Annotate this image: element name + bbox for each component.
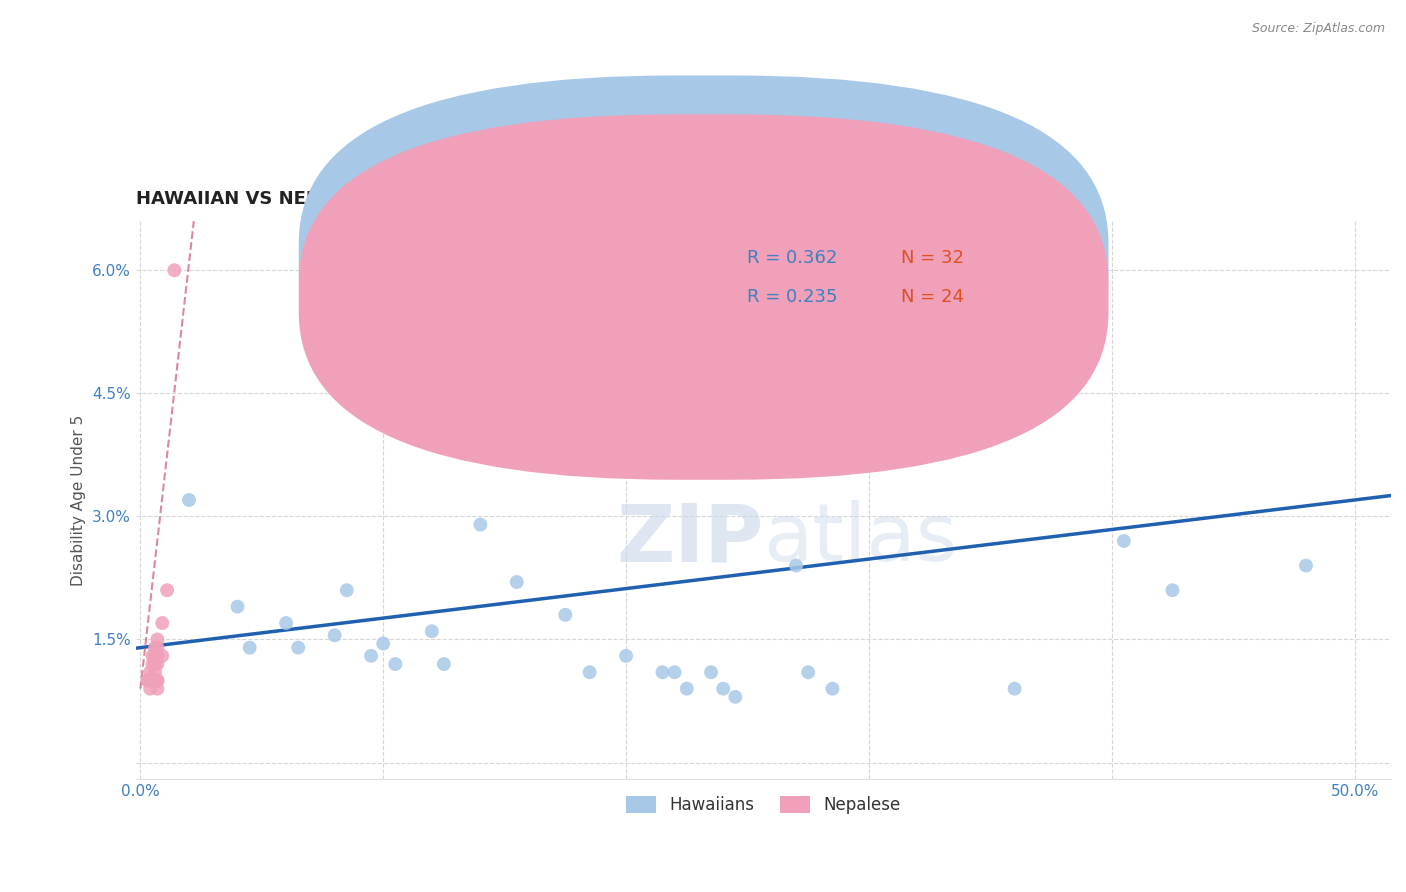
Point xyxy=(797,665,820,680)
Point xyxy=(554,607,576,622)
Text: ZIP: ZIP xyxy=(616,500,763,578)
Point xyxy=(1004,681,1026,696)
Point xyxy=(470,517,492,532)
Point xyxy=(143,657,166,671)
Text: N = 32: N = 32 xyxy=(901,249,965,267)
Point xyxy=(882,443,904,458)
Point xyxy=(711,681,734,696)
Point xyxy=(146,673,169,688)
Point xyxy=(146,681,169,696)
Text: atlas: atlas xyxy=(763,500,957,578)
Point xyxy=(156,583,179,598)
Point xyxy=(287,640,309,655)
Point xyxy=(143,673,166,688)
Point xyxy=(143,665,166,680)
Point xyxy=(141,657,163,671)
FancyBboxPatch shape xyxy=(298,76,1108,441)
FancyBboxPatch shape xyxy=(298,114,1108,480)
Point xyxy=(1295,558,1317,573)
Text: N = 24: N = 24 xyxy=(901,288,965,306)
Point xyxy=(146,657,169,671)
Point xyxy=(146,640,169,655)
Point xyxy=(1112,533,1135,548)
Point xyxy=(177,493,200,508)
Point xyxy=(274,615,297,630)
Y-axis label: Disability Age Under 5: Disability Age Under 5 xyxy=(72,415,86,585)
Point xyxy=(700,665,723,680)
Point xyxy=(139,673,162,688)
Point xyxy=(506,574,529,589)
Point xyxy=(150,615,173,630)
Point xyxy=(845,361,868,376)
Point xyxy=(724,690,747,704)
Text: R = 0.235: R = 0.235 xyxy=(747,288,838,306)
Point xyxy=(651,665,673,680)
Point xyxy=(239,640,262,655)
Point xyxy=(614,648,637,663)
Point xyxy=(141,673,163,688)
Point xyxy=(136,673,159,688)
Point xyxy=(136,673,159,688)
Point xyxy=(373,636,395,650)
Point xyxy=(785,558,807,573)
Point xyxy=(139,681,162,696)
Point xyxy=(143,640,166,655)
Point xyxy=(420,624,443,639)
Point xyxy=(163,263,186,277)
Legend: Hawaiians, Nepalese: Hawaiians, Nepalese xyxy=(620,789,907,821)
Point xyxy=(821,681,844,696)
Point xyxy=(1161,583,1184,598)
Point xyxy=(146,648,169,663)
Point xyxy=(675,681,697,696)
Point xyxy=(143,648,166,663)
Point xyxy=(139,665,162,680)
Point xyxy=(146,632,169,647)
Point xyxy=(146,673,169,688)
Point xyxy=(664,665,686,680)
Point xyxy=(150,648,173,663)
Point xyxy=(323,628,346,642)
Text: R = 0.362: R = 0.362 xyxy=(747,249,838,267)
Point xyxy=(360,648,382,663)
Text: Source: ZipAtlas.com: Source: ZipAtlas.com xyxy=(1251,22,1385,36)
Point xyxy=(578,665,600,680)
FancyBboxPatch shape xyxy=(657,232,1033,318)
Text: HAWAIIAN VS NEPALESE DISABILITY AGE UNDER 5 CORRELATION CHART: HAWAIIAN VS NEPALESE DISABILITY AGE UNDE… xyxy=(135,190,862,209)
Point xyxy=(226,599,249,614)
Point xyxy=(384,657,406,671)
Point xyxy=(336,583,359,598)
Point xyxy=(141,648,163,663)
Point xyxy=(433,657,456,671)
